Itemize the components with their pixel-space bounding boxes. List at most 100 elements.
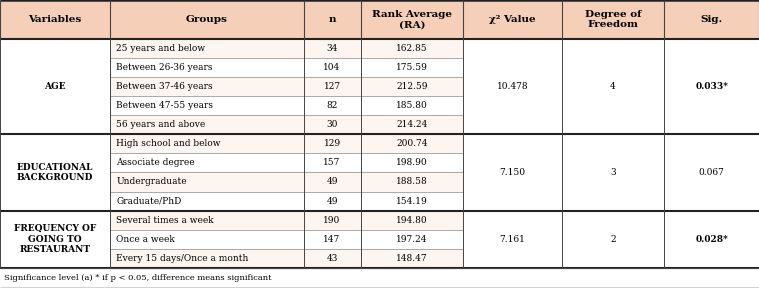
Bar bbox=[664, 39, 759, 134]
Text: 43: 43 bbox=[326, 254, 338, 263]
Text: 2: 2 bbox=[610, 235, 616, 244]
Text: Between 47-55 years: Between 47-55 years bbox=[116, 101, 213, 110]
Text: 185.80: 185.80 bbox=[396, 101, 427, 110]
Bar bbox=[110, 154, 304, 173]
Text: 0.033*: 0.033* bbox=[695, 82, 728, 91]
Bar bbox=[304, 0, 361, 39]
Text: AGE: AGE bbox=[44, 82, 66, 91]
Text: Variables: Variables bbox=[28, 15, 82, 24]
Bar bbox=[110, 77, 304, 96]
Bar bbox=[0, 39, 110, 134]
Text: χ² Value: χ² Value bbox=[489, 15, 536, 24]
Bar bbox=[463, 134, 562, 211]
Bar bbox=[304, 249, 361, 268]
Bar bbox=[361, 115, 463, 134]
Text: 3: 3 bbox=[610, 168, 616, 177]
Bar bbox=[562, 134, 664, 211]
Bar bbox=[304, 134, 361, 154]
Text: Between 37-46 years: Between 37-46 years bbox=[116, 82, 213, 91]
Bar bbox=[304, 154, 361, 173]
Text: Several times a week: Several times a week bbox=[116, 216, 214, 225]
Text: 0.028*: 0.028* bbox=[695, 235, 728, 244]
Text: 154.19: 154.19 bbox=[396, 197, 427, 206]
Text: Undergraduate: Undergraduate bbox=[116, 177, 187, 187]
Bar bbox=[304, 211, 361, 230]
Text: 104: 104 bbox=[323, 63, 341, 72]
Bar bbox=[562, 0, 664, 39]
Bar bbox=[110, 192, 304, 211]
Text: 82: 82 bbox=[326, 101, 338, 110]
Text: Groups: Groups bbox=[186, 15, 228, 24]
Bar bbox=[110, 39, 304, 58]
Text: 190: 190 bbox=[323, 216, 341, 225]
Bar bbox=[110, 134, 304, 154]
Bar bbox=[664, 211, 759, 268]
Text: 212.59: 212.59 bbox=[396, 82, 427, 91]
Bar bbox=[110, 249, 304, 268]
Bar bbox=[463, 39, 562, 134]
Bar bbox=[361, 58, 463, 77]
Bar bbox=[0, 0, 110, 39]
Text: 194.80: 194.80 bbox=[396, 216, 427, 225]
Text: 4: 4 bbox=[610, 82, 616, 91]
Bar bbox=[361, 154, 463, 173]
Bar bbox=[110, 211, 304, 230]
Bar bbox=[110, 96, 304, 115]
Bar bbox=[361, 134, 463, 154]
Text: 7.161: 7.161 bbox=[499, 235, 525, 244]
Bar bbox=[304, 58, 361, 77]
Bar bbox=[463, 0, 562, 39]
Text: 34: 34 bbox=[326, 44, 338, 53]
Bar bbox=[361, 249, 463, 268]
Text: Associate degree: Associate degree bbox=[116, 158, 195, 167]
Bar bbox=[664, 0, 759, 39]
Text: Significance level (a) * if p < 0.05, difference means significant: Significance level (a) * if p < 0.05, di… bbox=[4, 274, 271, 282]
Text: Sig.: Sig. bbox=[701, 15, 723, 24]
Bar bbox=[304, 230, 361, 249]
Text: EDUCATIONAL
BACKGROUND: EDUCATIONAL BACKGROUND bbox=[17, 163, 93, 182]
Text: Once a week: Once a week bbox=[116, 235, 175, 244]
Bar bbox=[110, 230, 304, 249]
Bar bbox=[110, 115, 304, 134]
Text: Between 26-36 years: Between 26-36 years bbox=[116, 63, 213, 72]
Text: 175.59: 175.59 bbox=[396, 63, 427, 72]
Text: Graduate/PhD: Graduate/PhD bbox=[116, 197, 181, 206]
Bar bbox=[110, 173, 304, 192]
Text: Every 15 days/Once a month: Every 15 days/Once a month bbox=[116, 254, 248, 263]
Bar bbox=[110, 0, 304, 39]
Text: 49: 49 bbox=[326, 177, 338, 187]
Text: 157: 157 bbox=[323, 158, 341, 167]
Bar bbox=[361, 230, 463, 249]
Text: 197.24: 197.24 bbox=[396, 235, 427, 244]
Text: 200.74: 200.74 bbox=[396, 139, 427, 148]
Text: 25 years and below: 25 years and below bbox=[116, 44, 205, 53]
Text: Rank Average
(RA): Rank Average (RA) bbox=[372, 10, 452, 29]
Text: FREQUENCY OF
GOING TO
RESTAURANT: FREQUENCY OF GOING TO RESTAURANT bbox=[14, 224, 96, 254]
Text: 0.067: 0.067 bbox=[698, 168, 725, 177]
Bar bbox=[304, 96, 361, 115]
Text: 56 years and above: 56 years and above bbox=[116, 120, 206, 129]
Bar bbox=[304, 39, 361, 58]
Bar bbox=[361, 39, 463, 58]
Bar bbox=[562, 39, 664, 134]
Text: High school and below: High school and below bbox=[116, 139, 221, 148]
Bar bbox=[304, 77, 361, 96]
Text: Degree of
Freedom: Degree of Freedom bbox=[584, 10, 641, 29]
Text: 148.47: 148.47 bbox=[396, 254, 427, 263]
Bar bbox=[361, 77, 463, 96]
Bar bbox=[562, 211, 664, 268]
Text: 198.90: 198.90 bbox=[396, 158, 427, 167]
Text: 10.478: 10.478 bbox=[496, 82, 528, 91]
Text: 129: 129 bbox=[323, 139, 341, 148]
Text: 49: 49 bbox=[326, 197, 338, 206]
Bar bbox=[0, 134, 110, 211]
Text: 127: 127 bbox=[323, 82, 341, 91]
Bar bbox=[0, 211, 110, 268]
Bar bbox=[361, 0, 463, 39]
Bar bbox=[361, 192, 463, 211]
Bar bbox=[304, 115, 361, 134]
Bar bbox=[361, 173, 463, 192]
Text: 30: 30 bbox=[326, 120, 338, 129]
Text: 147: 147 bbox=[323, 235, 341, 244]
Bar bbox=[463, 211, 562, 268]
